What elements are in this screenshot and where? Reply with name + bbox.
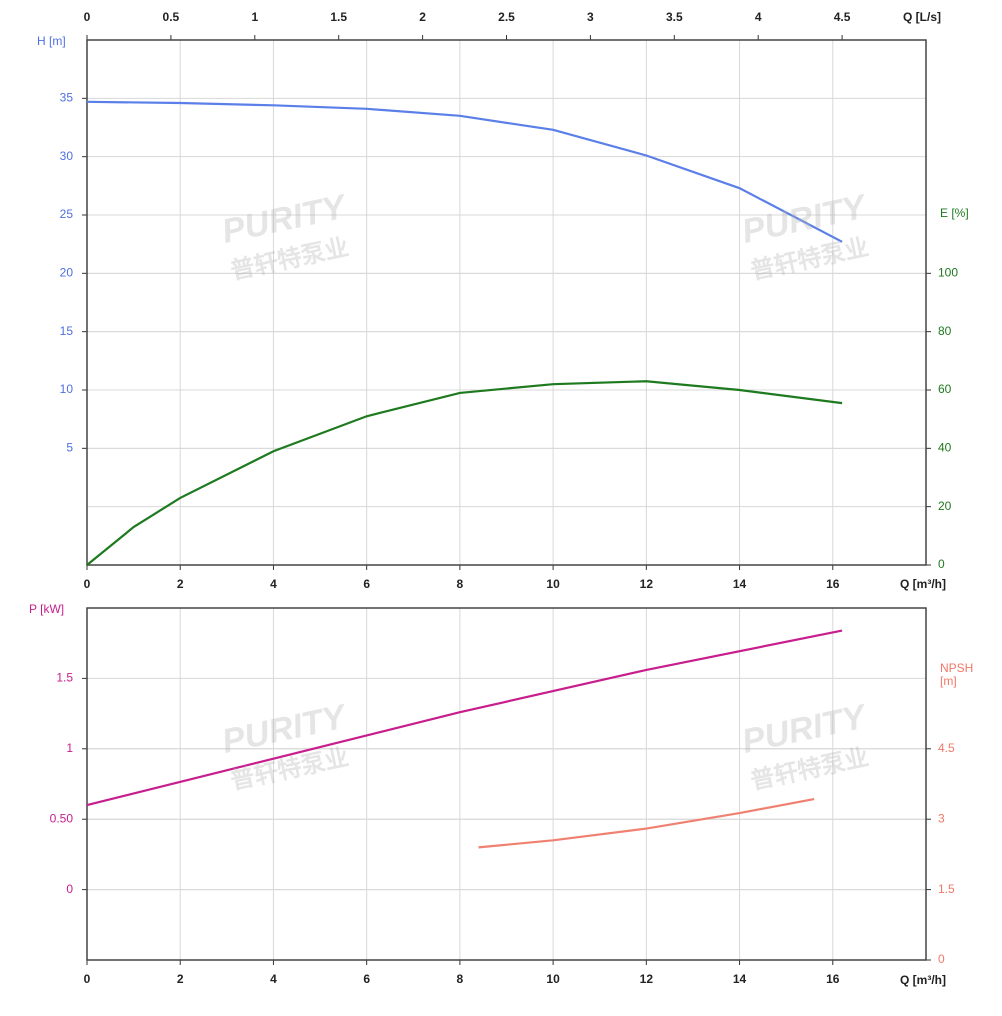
curve: [478, 797, 815, 849]
y2-tick-label: 0: [938, 557, 945, 571]
plot-frame: [86, 607, 927, 961]
x2-tick-label: 4.5: [834, 10, 851, 24]
x2-tick-label: 0.5: [163, 10, 180, 24]
x2-tick-label: 1: [251, 10, 258, 24]
x-tick-label: 14: [733, 972, 747, 986]
x-axis-label: Q [m³/h]: [900, 577, 946, 591]
y-axis-label: H [m]: [37, 34, 66, 48]
y2-axis-label: NPSH [m]: [940, 661, 974, 688]
x-tick-label: 2: [177, 577, 184, 591]
x-tick-label: 16: [826, 972, 840, 986]
x-tick-label: 8: [457, 577, 464, 591]
x2-axis-label: Q [L/s]: [903, 10, 941, 24]
y-tick-label: 5: [66, 441, 73, 455]
y2-axis-label: E [%]: [940, 206, 969, 220]
x2-tick-label: 1.5: [330, 10, 347, 24]
y-tick-label: 15: [60, 324, 74, 338]
y2-tick-label: 4.5: [938, 741, 955, 755]
y-tick-label: 20: [60, 266, 74, 280]
plot-frame: [86, 39, 927, 566]
y2-tick-label: 80: [938, 324, 952, 338]
y-tick-label: 1.5: [56, 671, 73, 685]
y-tick-label: 0: [66, 882, 73, 896]
x-tick-label: 16: [826, 577, 840, 591]
x2-tick-label: 2: [419, 10, 426, 24]
y2-tick-label: 20: [938, 499, 952, 513]
y-tick-label: 0.50: [50, 811, 74, 825]
x2-tick-label: 2.5: [498, 10, 515, 24]
y2-tick-label: 40: [938, 441, 952, 455]
y2-tick-label: 1.5: [938, 882, 955, 896]
x-tick-label: 2: [177, 972, 184, 986]
x-tick-label: 4: [270, 577, 277, 591]
y2-tick-label: 3: [938, 811, 945, 825]
x2-tick-label: 0: [84, 10, 91, 24]
x-tick-label: 12: [640, 577, 654, 591]
y2-tick-label: 100: [938, 266, 958, 280]
curve: [86, 629, 843, 807]
curve: [86, 380, 843, 566]
x-axis-label: Q [m³/h]: [900, 973, 946, 987]
y-tick-label: 10: [60, 382, 74, 396]
x-tick-label: 0: [84, 972, 91, 986]
x-tick-label: 8: [457, 972, 464, 986]
x-tick-label: 12: [640, 972, 654, 986]
y-tick-label: 35: [60, 91, 74, 105]
curve: [86, 100, 843, 243]
y-tick-label: 1: [66, 741, 73, 755]
x-tick-label: 10: [546, 972, 560, 986]
x-tick-label: 6: [363, 577, 370, 591]
y2-tick-label: 0: [938, 952, 945, 966]
x2-tick-label: 4: [755, 10, 762, 24]
x-tick-label: 4: [270, 972, 277, 986]
x-tick-label: 0: [84, 577, 91, 591]
y-tick-label: 30: [60, 149, 74, 163]
y-tick-label: 25: [60, 207, 74, 221]
x-tick-label: 10: [546, 577, 560, 591]
x-tick-label: 14: [733, 577, 747, 591]
x-tick-label: 6: [363, 972, 370, 986]
y-axis-label: P [kW]: [29, 602, 65, 616]
x2-tick-label: 3.5: [666, 10, 683, 24]
x2-tick-label: 3: [587, 10, 594, 24]
y2-tick-label: 60: [938, 382, 952, 396]
